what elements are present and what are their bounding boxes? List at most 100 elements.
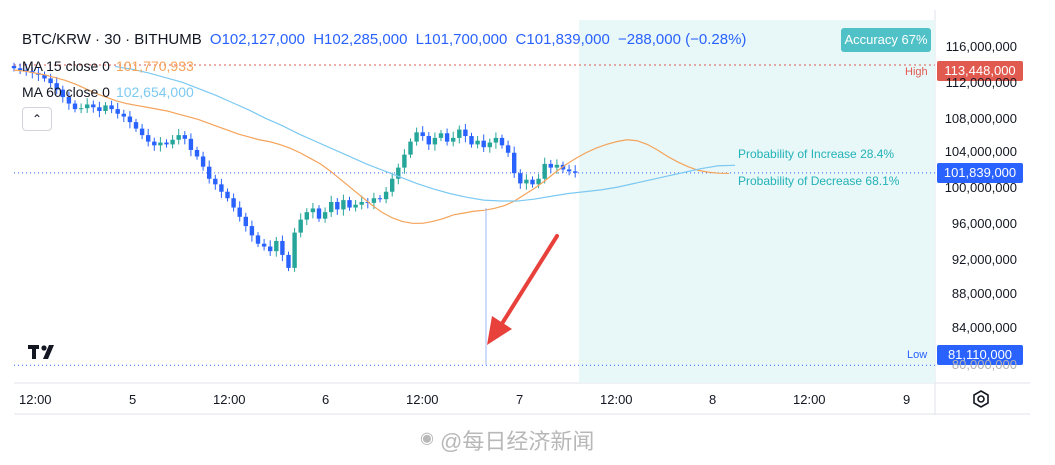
low-price-tag: 81,110,000 xyxy=(937,345,1023,365)
x-tick-label: 6 xyxy=(322,392,330,407)
high-price-tag: 113,448,000 xyxy=(937,61,1023,81)
x-tick-label: 12:00 xyxy=(19,392,52,407)
candle-body xyxy=(383,191,389,200)
low-value: L101,700,000 xyxy=(415,31,508,48)
ma15-label: MA 15 close 0 xyxy=(22,58,110,74)
candle-body xyxy=(335,201,340,210)
candle-body xyxy=(548,163,553,168)
candle-body xyxy=(207,166,212,179)
candle-body xyxy=(109,105,114,110)
y-tick-label: 84,000,000 xyxy=(951,320,1017,335)
candle-body xyxy=(402,154,407,168)
candle-body xyxy=(97,107,102,111)
candle-body xyxy=(121,113,126,117)
candle-body xyxy=(182,135,187,139)
candle-body xyxy=(322,212,328,219)
candle-body xyxy=(42,74,47,79)
candle-body xyxy=(316,208,322,219)
candle-body xyxy=(347,200,352,208)
candle-body xyxy=(237,207,242,217)
accuracy-badge: Accuracy 67% xyxy=(841,28,931,52)
ma60-value: 102,654,000 xyxy=(115,84,194,100)
candle-body xyxy=(396,167,401,179)
candle-body xyxy=(85,104,90,109)
candle-body xyxy=(176,135,181,140)
candle-body xyxy=(54,83,59,90)
candle-body xyxy=(487,142,492,148)
ma60-line xyxy=(114,65,736,202)
candle-body xyxy=(103,105,108,111)
candle-body xyxy=(512,152,517,174)
collapse-icon[interactable]: ⌃ xyxy=(22,107,52,131)
candle-body xyxy=(188,138,194,150)
y-tick-label: 88,000,000 xyxy=(951,286,1017,301)
prob-increase-label: Probability of Increase 28.4% xyxy=(738,147,895,161)
candle-body xyxy=(457,129,462,138)
x-tick-label: 12:00 xyxy=(600,392,633,407)
x-tick-label: 8 xyxy=(709,392,717,407)
x-tick-label: 12:00 xyxy=(213,392,246,407)
candle-body xyxy=(72,103,78,110)
open-value: O102,127,000 xyxy=(209,31,306,48)
candle-body xyxy=(17,68,23,71)
y-tick-label: 96,000,000 xyxy=(951,216,1017,231)
y-tick-label: 112,000,000 xyxy=(945,75,1017,90)
close-value: C101,839,000 xyxy=(515,31,610,48)
low-line-label: Low xyxy=(907,349,928,361)
candle-body xyxy=(341,200,346,210)
candle-body xyxy=(573,171,578,173)
candle-body xyxy=(158,142,163,146)
ma60-legend[interactable]: MA 60 close 0 102,654,000 xyxy=(22,84,194,100)
high-line-label: High xyxy=(905,66,928,78)
candle-body xyxy=(225,191,230,199)
x-tick-label: 7 xyxy=(516,392,524,407)
candle-body xyxy=(170,139,175,145)
candle-body xyxy=(310,208,316,213)
ma15-line xyxy=(13,69,730,224)
candle-body xyxy=(377,198,383,200)
candle-body xyxy=(408,141,413,155)
candle-body xyxy=(66,97,72,104)
candle-body xyxy=(292,232,297,268)
candle-body xyxy=(469,136,474,145)
chart-header: BTC/KRW · 30 · BITHUMB O102,127,000 H102… xyxy=(22,31,750,48)
candle-body xyxy=(499,137,505,146)
settings-icon[interactable] xyxy=(970,388,992,410)
candle-body xyxy=(451,137,456,142)
weibo-logo-icon: ◉ xyxy=(420,430,434,447)
candle-body xyxy=(298,219,303,233)
candle-body xyxy=(280,240,285,255)
prob-decrease-label: Probability of Decrease 68.1% xyxy=(738,174,900,188)
candle-body xyxy=(536,178,541,185)
tradingview-logo-icon xyxy=(28,345,54,359)
candle-body xyxy=(426,136,431,145)
candle-body xyxy=(530,179,535,185)
candle-body xyxy=(432,137,438,145)
ma15-value: 101,770,933 xyxy=(115,58,194,74)
candle-body xyxy=(127,116,133,123)
candle-body xyxy=(353,204,358,208)
candle-body xyxy=(359,201,364,205)
candle-body xyxy=(219,184,224,192)
candle-body xyxy=(115,109,120,114)
candle-body xyxy=(261,243,267,247)
candle-body xyxy=(255,235,261,244)
y-tick-label: 104,000,000 xyxy=(944,144,1017,159)
red-arrow-icon xyxy=(496,234,559,332)
candle-body xyxy=(231,198,236,208)
last-price-tag: 101,839,000 xyxy=(937,163,1023,183)
candle-body xyxy=(146,135,151,142)
watermark-text: @每日经济新闻 xyxy=(440,429,595,454)
candle-body xyxy=(200,156,206,167)
candle-body xyxy=(60,89,65,98)
candle-body xyxy=(268,246,273,252)
candle-body xyxy=(329,201,334,213)
x-tick-label: 5 xyxy=(129,392,137,407)
candle-body xyxy=(249,226,255,236)
candle-body xyxy=(414,132,419,142)
candle-body xyxy=(133,122,139,129)
red-arrow-head-icon xyxy=(487,316,512,345)
candle-body xyxy=(164,142,169,145)
ma15-legend[interactable]: MA 15 close 0 101,770,933 xyxy=(22,58,194,74)
